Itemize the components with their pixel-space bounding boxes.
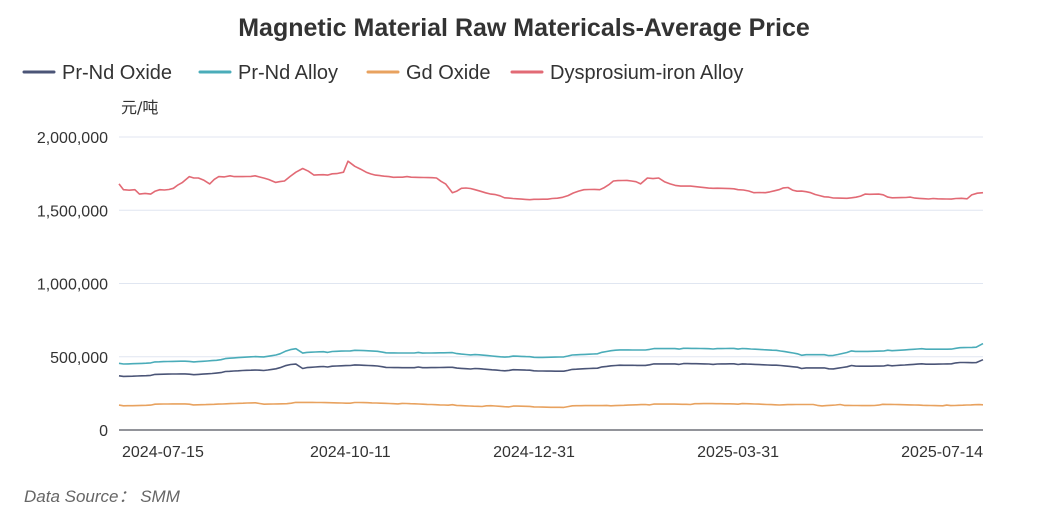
legend-label-pr-nd-oxide: Pr-Nd Oxide xyxy=(62,62,172,84)
x-tick-label: 2024-12-31 xyxy=(493,444,575,461)
grid-lines xyxy=(119,136,983,431)
series-line-gd-oxide xyxy=(118,401,984,409)
series-line-pr-nd-alloy xyxy=(118,342,984,365)
y-tick-label: 500,000 xyxy=(50,350,108,367)
y-axis-unit: 元/吨 xyxy=(121,98,158,117)
x-tick-label: 2024-10-11 xyxy=(310,444,391,461)
x-axis-ticks: 2024-07-15 2024-10-11 2024-12-31 2025-03-31… xyxy=(122,444,983,461)
series-lines xyxy=(118,160,984,409)
y-tick-label: 1,500,000 xyxy=(37,203,108,220)
data-source-note: Data Source： SMM xyxy=(24,487,181,506)
x-tick-label: 2025-03-31 xyxy=(697,444,779,461)
x-tick-label: 2025-07-14 xyxy=(901,444,983,461)
legend-label-pr-nd-alloy: Pr-Nd Alloy xyxy=(238,62,338,84)
y-tick-label: 0 xyxy=(99,423,108,440)
series-line-dysprosium-iron-alloy xyxy=(118,160,984,201)
series-line-pr-nd-oxide xyxy=(118,358,984,378)
legend-label-gd-oxide: Gd Oxide xyxy=(406,62,490,84)
chart-title: Magnetic Material Raw Matericals-Average… xyxy=(238,14,810,42)
legend: Pr-Nd Oxide Pr-Nd Alloy Gd Oxide Dysprosium… xyxy=(22,62,743,84)
legend-label-dysprosium-iron-alloy: Dysprosium-iron Alloy xyxy=(550,62,743,84)
y-axis-ticks: 0 500,000 1,000,000 1,500,000 2,000,000 xyxy=(37,130,108,440)
y-tick-label: 2,000,000 xyxy=(37,130,108,147)
y-tick-label: 1,000,000 xyxy=(37,277,108,294)
x-tick-label: 2024-07-15 xyxy=(122,444,204,461)
